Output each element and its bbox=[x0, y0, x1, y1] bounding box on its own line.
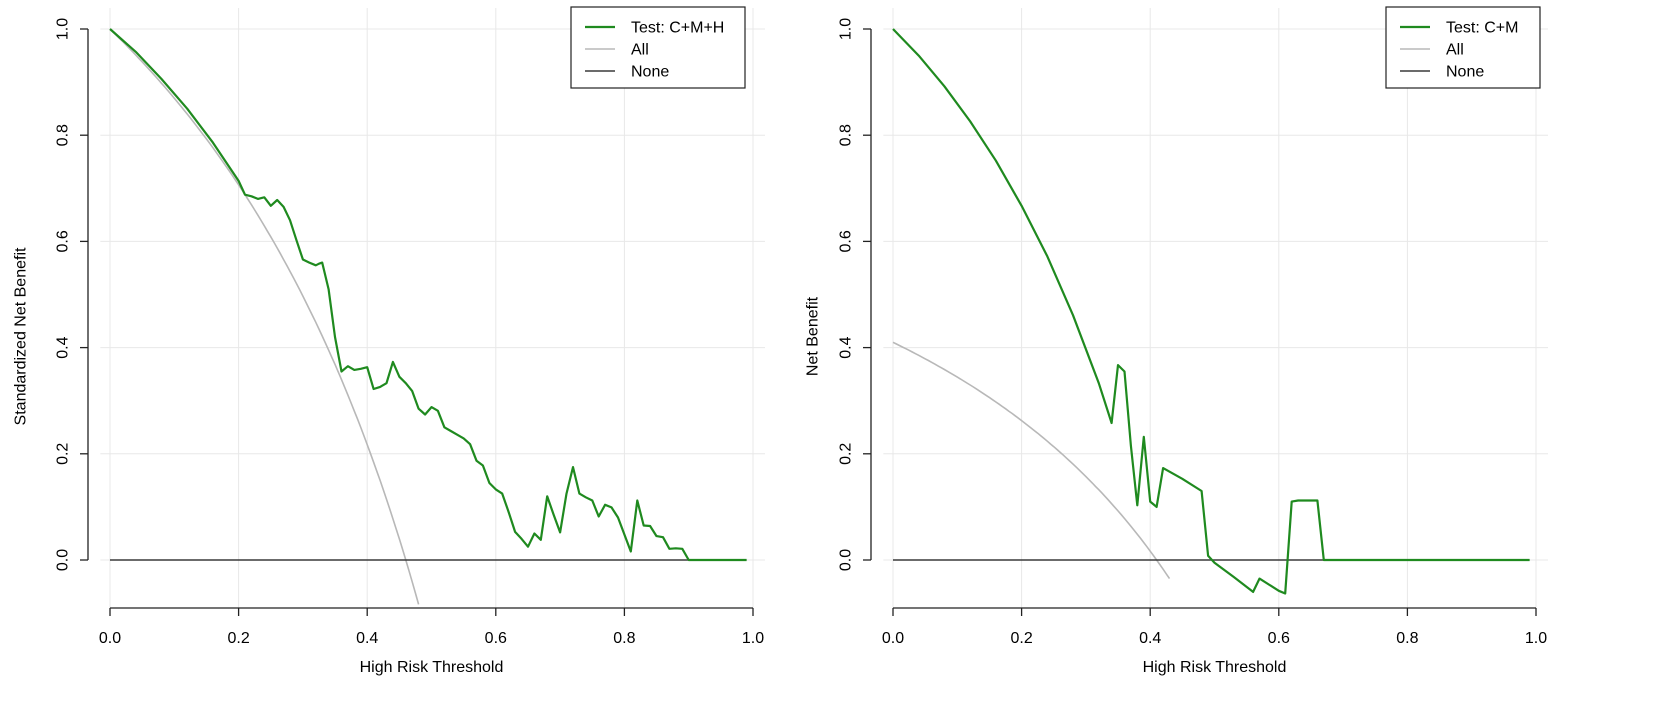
y-tick-label: 0.8 bbox=[838, 124, 855, 146]
x-tick-label: 0.0 bbox=[99, 630, 121, 647]
x-tick-label: 0.2 bbox=[1010, 630, 1032, 647]
x-tick-label: 0.0 bbox=[882, 630, 904, 647]
legend-label: All bbox=[1446, 42, 1464, 59]
legend-label: Test: C+M bbox=[1446, 20, 1518, 37]
y-tick-label: 0.2 bbox=[838, 443, 855, 465]
x-axis-label: High Risk Threshold bbox=[1143, 659, 1287, 676]
x-axis: 0.0 0.2 0.4 0.6 0.8 1.0 High Risk Threshold bbox=[99, 607, 764, 676]
legend: Test: C+M All None bbox=[1385, 6, 1541, 89]
x-tick-label: 1.0 bbox=[742, 630, 764, 647]
y-tick-label: 0.4 bbox=[838, 336, 855, 358]
legend-label: None bbox=[1446, 64, 1484, 81]
legend-box bbox=[1385, 6, 1541, 89]
series-group bbox=[109, 28, 747, 605]
legend-label: Test: C+M+H bbox=[631, 20, 724, 37]
y-tick-label: 0.6 bbox=[838, 230, 855, 252]
x-tick-label: 0.6 bbox=[485, 630, 507, 647]
x-tick-label: 0.6 bbox=[1268, 630, 1290, 647]
series-all-line bbox=[109, 28, 420, 605]
legend-box bbox=[570, 6, 746, 89]
legend-label: All bbox=[631, 42, 649, 59]
grid bbox=[883, 8, 1548, 608]
legend: Test: C+M+H All None bbox=[570, 6, 746, 89]
series-test-line bbox=[109, 28, 747, 562]
y-tick-label: 0.2 bbox=[55, 443, 72, 465]
y-axis-label: Standardized Net Benefit bbox=[13, 247, 30, 425]
y-tick-label: 0.4 bbox=[55, 336, 72, 358]
y-tick-label: 1.0 bbox=[838, 18, 855, 40]
x-tick-label: 0.8 bbox=[1396, 630, 1418, 647]
y-tick-label: 1.0 bbox=[55, 18, 72, 40]
x-tick-label: 0.4 bbox=[356, 630, 378, 647]
y-tick-label: 0.6 bbox=[55, 230, 72, 252]
series-test-line bbox=[892, 28, 1530, 595]
series-group bbox=[892, 28, 1530, 595]
y-tick-label: 0.0 bbox=[55, 549, 72, 571]
x-axis-label: High Risk Threshold bbox=[360, 659, 504, 676]
y-tick-label: 0.8 bbox=[55, 124, 72, 146]
grid bbox=[100, 8, 765, 608]
y-axis: 0.0 0.2 0.4 0.6 0.8 1.0 Net Benefit bbox=[805, 18, 872, 571]
series-all-line bbox=[892, 341, 1171, 580]
y-axis: 0.0 0.2 0.4 0.6 0.8 1.0 Standardized Net Benef… bbox=[13, 18, 89, 571]
y-axis-label: Net Benefit bbox=[805, 296, 822, 376]
x-tick-label: 0.4 bbox=[1139, 630, 1161, 647]
legend-label: None bbox=[631, 64, 669, 81]
x-tick-label: 0.8 bbox=[613, 630, 635, 647]
x-tick-label: 1.0 bbox=[1525, 630, 1547, 647]
y-tick-label: 0.0 bbox=[838, 549, 855, 571]
x-axis: 0.0 0.2 0.4 0.6 0.8 1.0 High Risk Threshold bbox=[882, 607, 1547, 676]
x-tick-label: 0.2 bbox=[227, 630, 249, 647]
